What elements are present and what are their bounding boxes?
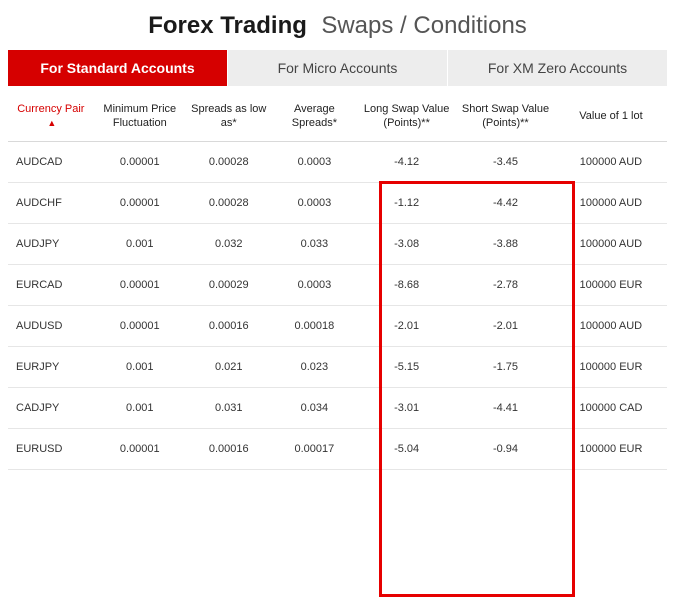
cell-avgspread: 0.00018 <box>272 305 358 346</box>
table-row[interactable]: EURCAD0.000010.000290.0003-8.68-2.781000… <box>8 264 667 305</box>
title-strong: Forex Trading <box>148 12 307 39</box>
cell-lot: 100000 EUR <box>555 264 667 305</box>
cell-spreadlow: 0.031 <box>186 387 272 428</box>
cell-lot: 100000 AUD <box>555 305 667 346</box>
cell-shortswap: -2.01 <box>456 305 555 346</box>
cell-longswap: -5.15 <box>357 346 456 387</box>
cell-spreadlow: 0.00029 <box>186 264 272 305</box>
title-light: Swaps / Conditions <box>321 12 526 39</box>
cell-avgspread: 0.034 <box>272 387 358 428</box>
cell-minfluct: 0.00001 <box>94 428 186 469</box>
cell-spreadlow: 0.00028 <box>186 182 272 223</box>
col-min-fluctuation[interactable]: Minimum Price Fluctuation <box>94 92 186 141</box>
cell-avgspread: 0.023 <box>272 346 358 387</box>
cell-spreadlow: 0.00016 <box>186 428 272 469</box>
cell-longswap: -1.12 <box>357 182 456 223</box>
cell-avgspread: 0.00017 <box>272 428 358 469</box>
cell-shortswap: -4.42 <box>456 182 555 223</box>
col-avg-spreads[interactable]: Average Spreads* <box>272 92 358 141</box>
sort-asc-icon: ▲ <box>47 118 56 128</box>
cell-pair: EURCAD <box>8 264 94 305</box>
cell-minfluct: 0.00001 <box>94 182 186 223</box>
account-tabs: For Standard Accounts For Micro Accounts… <box>8 50 667 86</box>
cell-shortswap: -3.45 <box>456 141 555 182</box>
cell-lot: 100000 AUD <box>555 182 667 223</box>
cell-pair: AUDJPY <box>8 223 94 264</box>
cell-avgspread: 0.0003 <box>272 264 358 305</box>
col-long-swap[interactable]: Long Swap Value (Points)** <box>357 92 456 141</box>
col-spreads-low[interactable]: Spreads as low as* <box>186 92 272 141</box>
cell-pair: EURJPY <box>8 346 94 387</box>
table-row[interactable]: EURJPY0.0010.0210.023-5.15-1.75100000 EU… <box>8 346 667 387</box>
cell-spreadlow: 0.021 <box>186 346 272 387</box>
cell-lot: 100000 EUR <box>555 428 667 469</box>
cell-longswap: -5.04 <box>357 428 456 469</box>
cell-longswap: -3.01 <box>357 387 456 428</box>
cell-shortswap: -1.75 <box>456 346 555 387</box>
cell-pair: AUDCHF <box>8 182 94 223</box>
cell-longswap: -2.01 <box>357 305 456 346</box>
cell-pair: AUDCAD <box>8 141 94 182</box>
tab-micro-accounts[interactable]: For Micro Accounts <box>227 50 447 86</box>
cell-lot: 100000 CAD <box>555 387 667 428</box>
col-lot-value[interactable]: Value of 1 lot <box>555 92 667 141</box>
table-row[interactable]: AUDJPY0.0010.0320.033-3.08-3.88100000 AU… <box>8 223 667 264</box>
cell-pair: CADJPY <box>8 387 94 428</box>
tab-xm-zero-accounts[interactable]: For XM Zero Accounts <box>447 50 667 86</box>
cell-shortswap: -3.88 <box>456 223 555 264</box>
cell-longswap: -3.08 <box>357 223 456 264</box>
cell-minfluct: 0.001 <box>94 346 186 387</box>
page-title: Forex Trading Swaps / Conditions <box>8 12 667 40</box>
col-short-swap[interactable]: Short Swap Value (Points)** <box>456 92 555 141</box>
cell-avgspread: 0.0003 <box>272 182 358 223</box>
cell-minfluct: 0.00001 <box>94 305 186 346</box>
cell-longswap: -4.12 <box>357 141 456 182</box>
cell-lot: 100000 AUD <box>555 223 667 264</box>
tab-standard-accounts[interactable]: For Standard Accounts <box>8 50 227 86</box>
cell-pair: EURUSD <box>8 428 94 469</box>
col-pair-label: Currency Pair <box>17 103 84 115</box>
cell-minfluct: 0.00001 <box>94 141 186 182</box>
cell-spreadlow: 0.00016 <box>186 305 272 346</box>
table-row[interactable]: EURUSD0.000010.000160.00017-5.04-0.94100… <box>8 428 667 469</box>
cell-longswap: -8.68 <box>357 264 456 305</box>
table-row[interactable]: AUDCAD0.000010.000280.0003-4.12-3.451000… <box>8 141 667 182</box>
cell-lot: 100000 EUR <box>555 346 667 387</box>
table-wrap: Currency Pair ▲ Minimum Price Fluctuatio… <box>8 92 667 470</box>
cell-minfluct: 0.00001 <box>94 264 186 305</box>
cell-shortswap: -2.78 <box>456 264 555 305</box>
cell-spreadlow: 0.00028 <box>186 141 272 182</box>
cell-minfluct: 0.001 <box>94 223 186 264</box>
table-row[interactable]: AUDCHF0.000010.000280.0003-1.12-4.421000… <box>8 182 667 223</box>
cell-avgspread: 0.0003 <box>272 141 358 182</box>
cell-minfluct: 0.001 <box>94 387 186 428</box>
cell-avgspread: 0.033 <box>272 223 358 264</box>
cell-spreadlow: 0.032 <box>186 223 272 264</box>
col-currency-pair[interactable]: Currency Pair ▲ <box>8 92 94 141</box>
table-row[interactable]: CADJPY0.0010.0310.034-3.01-4.41100000 CA… <box>8 387 667 428</box>
cell-shortswap: -0.94 <box>456 428 555 469</box>
cell-lot: 100000 AUD <box>555 141 667 182</box>
cell-pair: AUDUSD <box>8 305 94 346</box>
table-row[interactable]: AUDUSD0.000010.000160.00018-2.01-2.01100… <box>8 305 667 346</box>
cell-shortswap: -4.41 <box>456 387 555 428</box>
swap-table: Currency Pair ▲ Minimum Price Fluctuatio… <box>8 92 667 470</box>
